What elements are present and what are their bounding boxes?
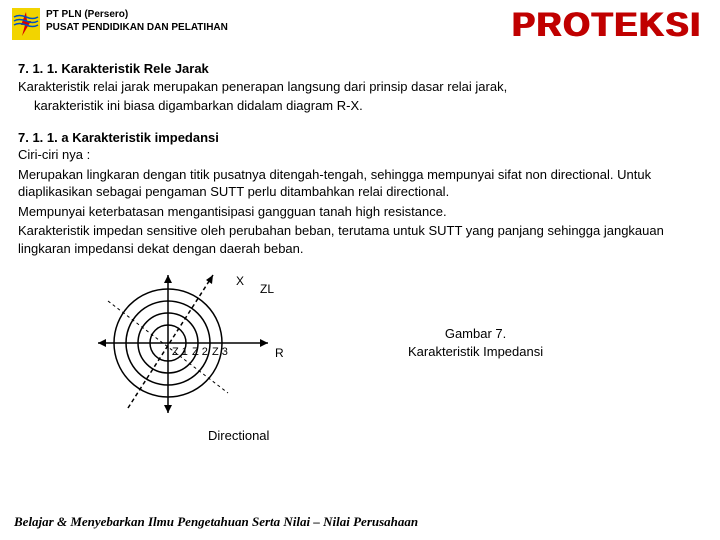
pln-logo-icon: [12, 8, 40, 40]
page-header: PT PLN (Persero) PUSAT PENDIDIKAN DAN PE…: [0, 0, 720, 46]
diagram-area: X ZL R Z 1 Z 2 Z 3 Gambar 7. Karakterist…: [18, 263, 702, 423]
section2-sub: Ciri-ciri nya :: [18, 146, 702, 164]
section2-p1: Merupakan lingkaran dengan titik pusatny…: [18, 166, 702, 201]
x-axis-label: X: [236, 274, 244, 288]
section1-p1: Karakteristik relai jarak merupakan pene…: [18, 78, 702, 96]
company-line2: PUSAT PENDIDIKAN DAN PELATIHAN: [46, 21, 512, 34]
section1-title: 7. 1. 1. Karakteristik Rele Jarak: [18, 60, 702, 78]
section2-title: 7. 1. 1. a Karakteristik impedansi: [18, 129, 702, 147]
caption-line2: Karakteristik Impedansi: [408, 343, 543, 361]
company-line1: PT PLN (Persero): [46, 8, 512, 21]
section2-p3: Karakteristik impedan sensitive oleh per…: [18, 222, 702, 257]
document-content: 7. 1. 1. Karakteristik Rele Jarak Karakt…: [0, 46, 720, 445]
z3-label: Z 3: [212, 346, 228, 358]
impedance-diagram: X ZL R Z 1 Z 2 Z 3: [88, 263, 338, 423]
section2-p2: Mempunyai keterbatasan mengantisipasi ga…: [18, 203, 702, 221]
company-text: PT PLN (Persero) PUSAT PENDIDIKAN DAN PE…: [46, 8, 512, 34]
brand-title: PROTEKSI: [512, 8, 702, 42]
caption-line1: Gambar 7.: [408, 325, 543, 343]
r-axis-label: R: [275, 346, 284, 360]
z1-label: Z 1: [172, 346, 188, 358]
diagram-caption: Gambar 7. Karakteristik Impedansi: [408, 325, 543, 361]
section1-p2: karakteristik ini biasa digambarkan dida…: [18, 97, 702, 115]
zl-label: ZL: [260, 282, 274, 296]
z2-label: Z 2: [192, 346, 208, 358]
page-footer: Belajar & Menyebarkan Ilmu Pengetahuan S…: [14, 514, 418, 530]
directional-label: Directional: [208, 427, 702, 445]
